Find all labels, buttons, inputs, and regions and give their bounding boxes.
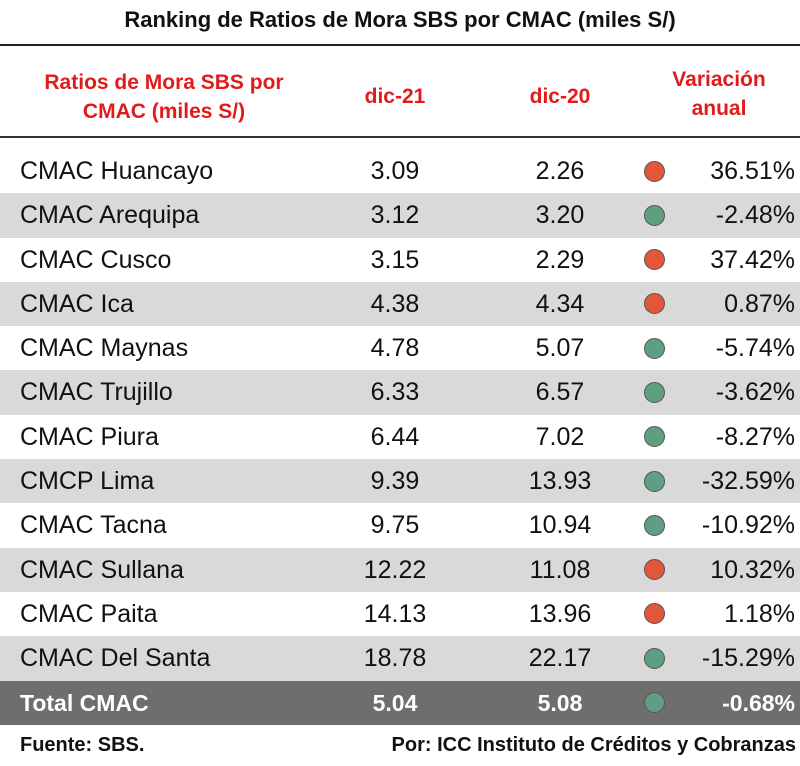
value-dic20: 5.08	[537, 689, 583, 716]
value-dic20: 10.94	[528, 511, 592, 540]
value-variation: -15.29%	[701, 644, 795, 673]
value-variation: 0.87%	[724, 289, 795, 318]
table-header: Ratios de Mora SBS por CMAC (miles S/) d…	[0, 56, 800, 136]
value-dic20: 7.02	[535, 422, 585, 451]
value-variation: -3.62%	[715, 378, 795, 407]
entity-name: CMAC Paita	[20, 599, 158, 628]
value-variation: -2.48%	[715, 201, 795, 230]
value-dic21: 5.04	[372, 689, 418, 716]
entity-name: CMAC Huancayo	[20, 157, 214, 185]
decrease-indicator-icon	[644, 470, 665, 492]
decrease-indicator-icon	[644, 647, 665, 669]
header-dic21: dic-21	[364, 85, 426, 108]
increase-indicator-icon	[644, 559, 665, 581]
header-entity: Ratios de Mora SBS por CMAC (miles S/)	[14, 68, 314, 126]
table-row: CMAC Huancayo 3.09 2.26 36.51%	[0, 149, 800, 193]
header-entity-line1: Ratios de Mora SBS por	[44, 71, 284, 94]
value-dic21: 3.12	[370, 201, 420, 230]
value-dic20: 2.29	[535, 245, 585, 274]
increase-indicator-icon	[644, 160, 665, 182]
total-row: Total CMAC 5.04 5.08 -0.68%	[0, 680, 800, 725]
value-dic21: 3.15	[370, 245, 420, 274]
table-row: CMAC Tacna 9.75 10.94 -10.92%	[0, 503, 800, 547]
header-dic20: dic-20	[529, 85, 591, 108]
entity-name: CMAC Trujillo	[20, 378, 173, 407]
entity-name: CMAC Arequipa	[20, 201, 200, 230]
value-variation: 36.51%	[710, 157, 795, 185]
decrease-indicator-icon	[644, 692, 665, 714]
value-dic21: 6.44	[370, 422, 420, 451]
value-dic21: 9.39	[370, 467, 420, 496]
entity-name: CMAC Maynas	[20, 334, 189, 363]
decrease-indicator-icon	[644, 381, 665, 403]
entity-name: CMCP Lima	[20, 467, 155, 496]
decrease-indicator-icon	[644, 426, 665, 448]
decrease-indicator-icon	[644, 337, 665, 359]
value-dic20: 13.93	[528, 467, 592, 496]
value-dic20: 5.07	[535, 334, 585, 363]
table-title: Ranking de Ratios de Mora SBS por CMAC (…	[124, 7, 676, 32]
value-dic21: 4.38	[370, 289, 420, 318]
table-body: CMAC Huancayo 3.09 2.26 36.51% CMAC Arequipa…	[0, 149, 800, 725]
value-dic21: 9.75	[370, 511, 420, 540]
value-dic21: 14.13	[363, 599, 427, 628]
value-dic20: 4.34	[535, 289, 585, 318]
value-variation: -0.68%	[722, 689, 795, 716]
increase-indicator-icon	[644, 293, 665, 315]
table-row: CMCP Lima 9.39 13.93 -32.59%	[0, 459, 800, 504]
entity-name: CMAC Piura	[20, 422, 159, 451]
header-entity-line2: CMAC (miles S/)	[82, 100, 246, 123]
entity-name: CMAC Tacna	[20, 511, 167, 540]
value-dic21: 12.22	[363, 555, 427, 584]
value-variation: -32.59%	[701, 467, 795, 496]
entity-name: CMAC Ica	[20, 289, 134, 318]
table-row: CMAC Del Santa 18.78 22.17 -15.29%	[0, 636, 800, 681]
header-variation: Variación anual	[638, 65, 800, 123]
table-row: CMAC Piura 6.44 7.02 -8.27%	[0, 415, 800, 459]
table-row: CMAC Paita 14.13 13.96 1.18%	[0, 592, 800, 636]
value-dic20: 3.20	[535, 201, 585, 230]
entity-name: Total CMAC	[20, 689, 149, 716]
title-divider	[0, 44, 800, 46]
value-dic21: 3.09	[370, 157, 420, 185]
value-variation: -8.27%	[715, 422, 795, 451]
table-row: CMAC Ica 4.38 4.34 0.87%	[0, 281, 800, 327]
value-dic21: 18.78	[363, 644, 427, 673]
header-divider	[0, 136, 800, 138]
source-note: Fuente: SBS.	[20, 734, 145, 756]
value-dic20: 6.57	[535, 378, 585, 407]
table-row: CMAC Cusco 3.15 2.29 37.42%	[0, 238, 800, 282]
table-row: CMAC Trujillo 6.33 6.57 -3.62%	[0, 370, 800, 415]
value-dic20: 11.08	[529, 555, 591, 584]
value-dic20: 2.26	[535, 157, 585, 185]
value-variation: 37.42%	[710, 245, 795, 274]
value-variation: 1.18%	[724, 599, 795, 628]
value-dic20: 22.17	[528, 644, 592, 673]
value-variation: -5.74%	[715, 334, 795, 363]
increase-indicator-icon	[644, 603, 665, 625]
value-dic21: 4.78	[370, 334, 420, 363]
table-row: CMAC Maynas 4.78 5.07 -5.74%	[0, 326, 800, 370]
decrease-indicator-icon	[644, 204, 665, 226]
value-dic20: 13.96	[528, 599, 592, 628]
table-row: CMAC Sullana 12.22 11.08 10.32%	[0, 547, 800, 592]
header-variation-line2: anual	[691, 97, 747, 120]
entity-name: CMAC Sullana	[20, 555, 184, 584]
increase-indicator-icon	[644, 249, 665, 271]
header-variation-line1: Variación	[672, 68, 766, 91]
decrease-indicator-icon	[644, 514, 665, 536]
table-row: CMAC Arequipa 3.12 3.20 -2.48%	[0, 193, 800, 238]
value-dic21: 6.33	[370, 378, 420, 407]
entity-name: CMAC Del Santa	[20, 644, 211, 673]
value-variation: 10.32%	[710, 555, 795, 584]
value-variation: -10.92%	[701, 511, 795, 540]
entity-name: CMAC Cusco	[20, 245, 172, 274]
author-note: Por: ICC Instituto de Créditos y Cobranz…	[391, 734, 796, 756]
